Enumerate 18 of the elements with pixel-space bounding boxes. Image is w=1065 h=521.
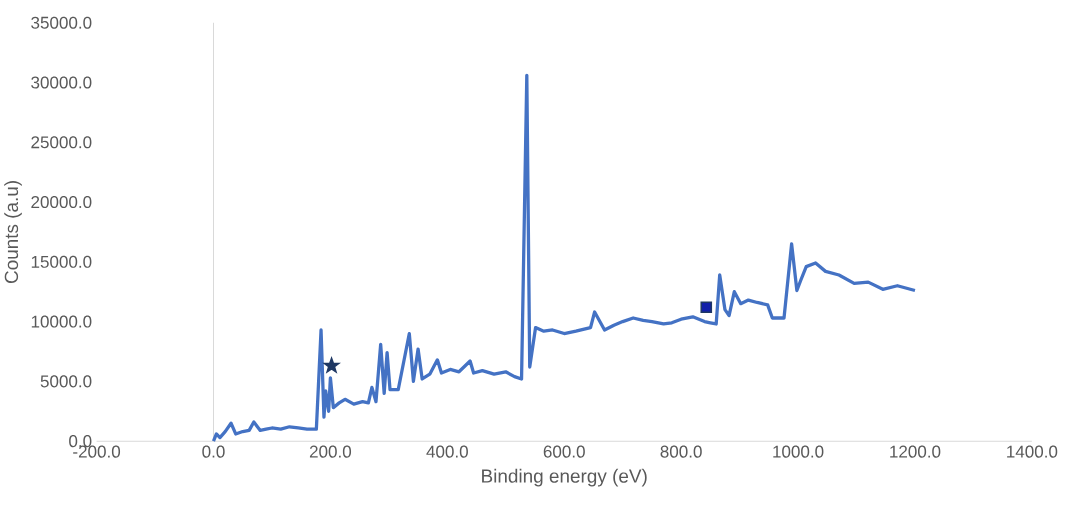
x-tick-label: 400.0 <box>426 445 468 458</box>
x-tick-label: 0.0 <box>202 445 225 458</box>
x-tick-label: 1000.0 <box>773 445 824 458</box>
x-axis-title: Binding energy (eV) <box>482 469 647 487</box>
y-tick-label: 5000.0 <box>40 375 92 388</box>
y-axis-title: Counts (a.u) <box>4 181 22 284</box>
y-tick-label: 10000.0 <box>31 315 92 328</box>
y-tick-label: 35000.0 <box>31 16 92 29</box>
x-tick-label: 800.0 <box>660 445 702 458</box>
y-tick-label: 20000.0 <box>31 196 92 209</box>
y-tick-label: 25000.0 <box>31 136 92 149</box>
x-tick-label: 200.0 <box>309 445 352 458</box>
y-tick-label: 30000.0 <box>31 76 92 89</box>
x-tick-label: 600.0 <box>543 445 585 458</box>
x-tick-label: 1400.0 <box>1007 445 1058 458</box>
line-series <box>211 73 917 443</box>
y-tick-label: 15000.0 <box>31 255 92 269</box>
x-tick-label: 1200.0 <box>890 445 941 458</box>
